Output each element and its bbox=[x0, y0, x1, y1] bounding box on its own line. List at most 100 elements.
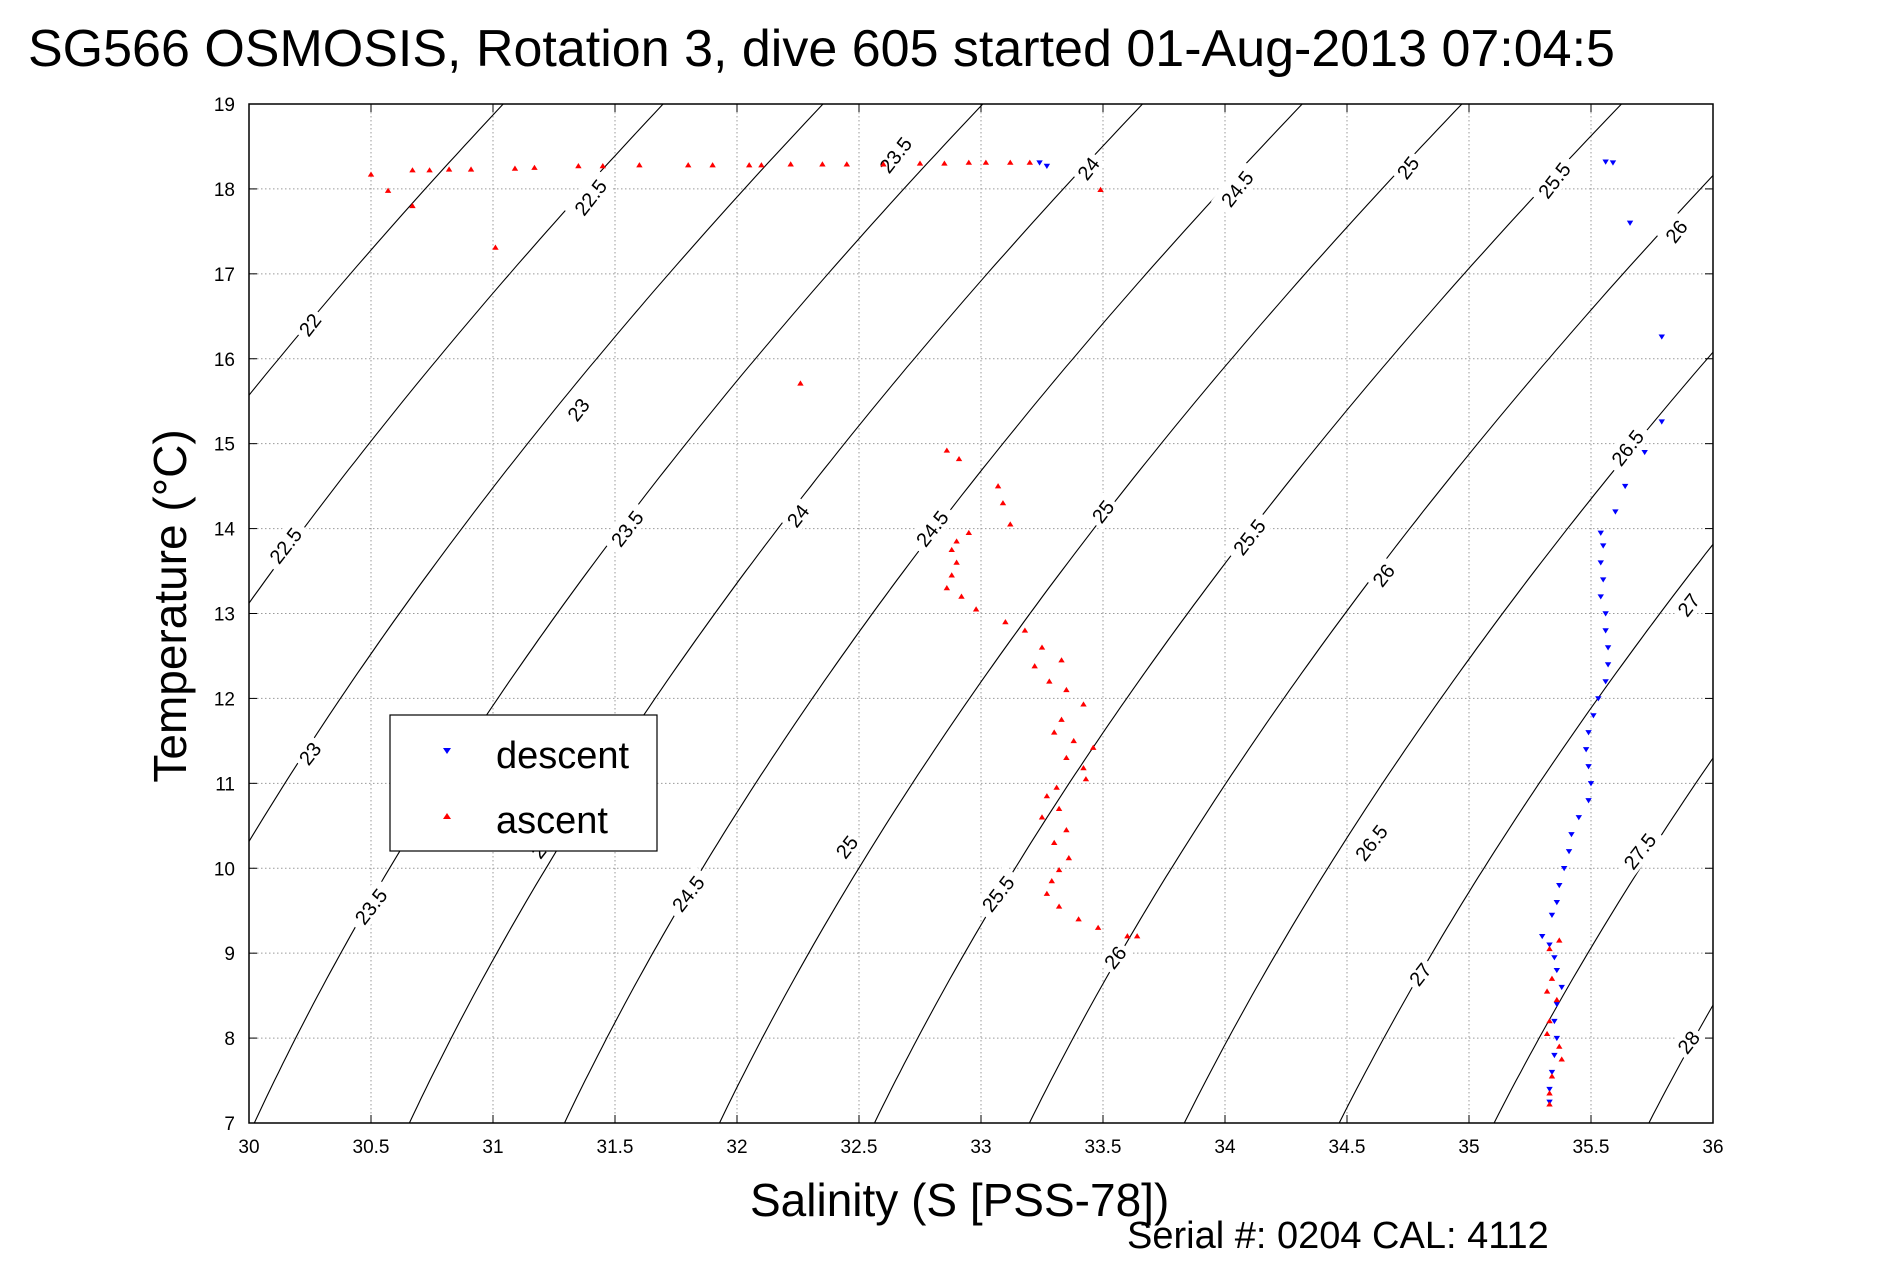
ascent-point bbox=[599, 162, 606, 169]
descent-series bbox=[1036, 159, 1665, 1105]
ascent-point bbox=[1063, 754, 1070, 761]
descent-point bbox=[1587, 781, 1595, 787]
ascent-point bbox=[1075, 916, 1082, 922]
descent-point bbox=[1602, 611, 1609, 617]
descent-point bbox=[1551, 955, 1558, 961]
density-contour-line bbox=[1028, 174, 1713, 1123]
descent-point bbox=[1548, 1069, 1556, 1076]
legend-descent-marker bbox=[443, 748, 451, 754]
ascent-point bbox=[1051, 729, 1058, 735]
contour-label-bg bbox=[558, 389, 597, 429]
contour-label-bg bbox=[1388, 147, 1426, 187]
ascent-point bbox=[1053, 784, 1060, 790]
contour-label-bg bbox=[1400, 954, 1439, 993]
ascent-point bbox=[972, 606, 980, 612]
y-tick-label: 13 bbox=[214, 605, 235, 626]
ascent-point bbox=[1038, 814, 1046, 820]
ascent-point bbox=[1548, 975, 1556, 981]
contour-label-bg bbox=[1669, 1022, 1707, 1061]
x-tick-label: 30.5 bbox=[353, 1137, 390, 1158]
descent-point bbox=[1590, 713, 1597, 719]
density-contour-line bbox=[718, 104, 1463, 1123]
density-contour-line bbox=[1493, 757, 1713, 1123]
density-contour-line bbox=[873, 104, 1623, 1123]
y-tick-label: 9 bbox=[224, 944, 235, 965]
descent-point bbox=[1553, 900, 1561, 906]
ascent-point bbox=[1546, 945, 1553, 952]
descent-point bbox=[1602, 679, 1609, 685]
ascent-point bbox=[758, 162, 765, 168]
descent-point bbox=[1548, 912, 1556, 918]
ascent-point bbox=[843, 161, 850, 167]
descent-point bbox=[1553, 967, 1561, 974]
descent-point bbox=[1595, 696, 1602, 702]
descent-point bbox=[1558, 984, 1565, 991]
ascent-point bbox=[1055, 866, 1063, 873]
y-tick-label: 19 bbox=[214, 95, 235, 116]
descent-point bbox=[1582, 747, 1590, 753]
contour-label-bg bbox=[1345, 814, 1397, 871]
ascent-point bbox=[1051, 839, 1058, 845]
descent-point bbox=[1553, 1001, 1561, 1008]
descent-point bbox=[1560, 866, 1568, 872]
y-tick-label: 12 bbox=[214, 689, 235, 710]
contour-label-bg bbox=[290, 304, 328, 344]
descent-point bbox=[1575, 815, 1582, 821]
descent-point bbox=[1553, 1035, 1561, 1042]
descent-point bbox=[1658, 419, 1665, 425]
ascent-point bbox=[1038, 644, 1046, 650]
ascent-point bbox=[982, 159, 990, 165]
descent-point bbox=[1546, 942, 1553, 948]
x-tick-label: 31.5 bbox=[597, 1137, 634, 1158]
y-tick-label: 16 bbox=[214, 350, 235, 371]
contour-label-bg bbox=[971, 865, 1023, 921]
descent-point bbox=[1597, 560, 1604, 566]
y-tick-label: 10 bbox=[214, 859, 235, 880]
ascent-point bbox=[1546, 1090, 1553, 1096]
ascent-point bbox=[531, 164, 538, 170]
legend-ascent-marker bbox=[443, 813, 451, 819]
descent-point bbox=[1585, 798, 1592, 804]
ascent-point bbox=[916, 160, 924, 166]
descent-point bbox=[1551, 1052, 1558, 1059]
density-contour-line bbox=[563, 104, 1303, 1123]
descent-point bbox=[1600, 577, 1607, 583]
ascent-point bbox=[1002, 618, 1009, 625]
x-tick-label: 31 bbox=[482, 1137, 503, 1158]
ascent-point bbox=[953, 559, 960, 565]
ascent-point bbox=[1046, 678, 1053, 684]
x-tick-label: 35.5 bbox=[1573, 1137, 1610, 1158]
contour-label-bg bbox=[1613, 822, 1665, 879]
serial-cal-label: Serial #: 0204 CAL: 4112 bbox=[1127, 1215, 1549, 1257]
density-contour-line bbox=[1183, 351, 1713, 1123]
ascent-point bbox=[1058, 716, 1065, 722]
ascent-point bbox=[746, 162, 753, 168]
grid-lines bbox=[249, 104, 1713, 1123]
ascent-point bbox=[1007, 521, 1014, 527]
x-axis-ticks: 30 30.5 31 31.5 32 32.5 33 33.5 34 34.5 35 35.5 36 bbox=[238, 104, 1724, 1158]
ascent-point bbox=[1543, 1030, 1551, 1037]
density-contour-labels: 2222.522.5232323.523.523.524242424.524.5… bbox=[259, 126, 1707, 1061]
descent-point bbox=[1597, 594, 1604, 600]
ascent-point bbox=[1048, 877, 1055, 884]
ascent-point bbox=[409, 202, 416, 209]
ascent-point bbox=[941, 160, 948, 166]
ascent-point bbox=[999, 500, 1007, 506]
y-tick-label: 17 bbox=[214, 265, 235, 286]
ascent-point bbox=[1055, 805, 1063, 812]
x-tick-label: 33 bbox=[970, 1137, 991, 1158]
ascent-point bbox=[1026, 159, 1033, 165]
descent-point bbox=[1585, 730, 1592, 736]
descent-point bbox=[1602, 628, 1609, 634]
ascent-point bbox=[1021, 627, 1029, 633]
contour-label-bg bbox=[1095, 937, 1134, 976]
ascent-point bbox=[1090, 744, 1097, 750]
x-tick-label: 35 bbox=[1458, 1137, 1479, 1158]
contour-label-bg bbox=[1068, 148, 1107, 188]
ascent-point bbox=[467, 166, 475, 172]
ascent-point bbox=[1097, 186, 1104, 192]
ascent-point bbox=[943, 585, 951, 591]
y-tick-label: 15 bbox=[214, 435, 235, 456]
contour-label-bg bbox=[344, 878, 396, 934]
